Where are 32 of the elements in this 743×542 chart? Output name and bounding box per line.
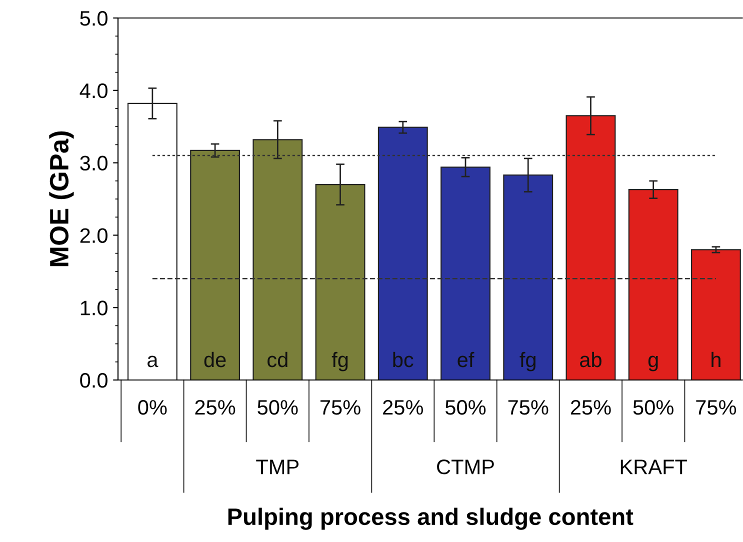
- x-tick-label: 75%: [508, 400, 548, 415]
- data-label: ab: [580, 352, 602, 368]
- y-tick-label: 2.0: [80, 228, 108, 243]
- text: CTMP: [437, 460, 494, 474]
- data-label: fg: [332, 352, 348, 372]
- y-tick-label: 0.0: [80, 373, 108, 388]
- x-tick-label: 25%: [383, 400, 423, 415]
- y-tick-label: 1.0: [80, 300, 108, 316]
- y-tick-label: 5.0: [80, 11, 108, 26]
- x-tick-label: 50%: [258, 400, 298, 415]
- y-tick-label: 3.0: [80, 156, 108, 171]
- x-tick-label: 50%: [633, 400, 674, 415]
- data-label: fg: [520, 352, 536, 372]
- text: TMP: [256, 460, 299, 474]
- data-label: ef: [458, 352, 474, 368]
- y-axis-title: MOE (GPa): [49, 131, 74, 266]
- x-axis-title: Pulping process and sludge content: [228, 508, 634, 530]
- x-tick-label: 25%: [570, 400, 611, 415]
- text: KRAFT: [620, 460, 688, 474]
- x-tick-label: 75%: [320, 400, 360, 415]
- x-tick-label: 75%: [696, 400, 736, 415]
- x-tick-label: 25%: [195, 400, 236, 415]
- x-tick-label: 50%: [445, 400, 486, 415]
- data-label: h: [712, 352, 720, 367]
- data-label: de: [204, 352, 226, 368]
- x-tick-label: 0%: [138, 400, 167, 415]
- data-label: bc: [393, 352, 414, 368]
- data-label: a: [148, 356, 158, 368]
- bar: [690, 249, 741, 380]
- data-label: cd: [268, 352, 288, 368]
- data-label: g: [648, 356, 658, 372]
- y-tick-label: 4.0: [80, 83, 108, 98]
